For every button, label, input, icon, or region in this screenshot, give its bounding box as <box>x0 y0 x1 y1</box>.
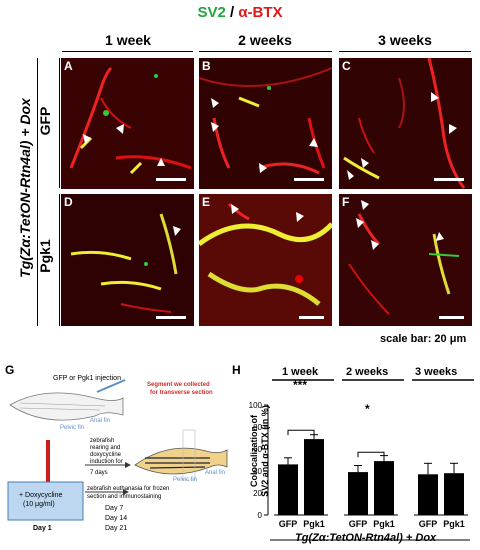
x-tick-label-Pgk1-1: Pgk1 <box>373 519 395 529</box>
euthanasia-line-2: section and immunostaining <box>87 494 162 500</box>
panel-g-letter: G <box>5 363 15 377</box>
panel-d: D <box>61 194 194 326</box>
bar-GFP-0 <box>278 464 298 515</box>
bar-Pgk1-2 <box>444 473 464 515</box>
significance-bracket-2weeks <box>357 451 385 458</box>
significance-bracket-1week <box>287 429 315 436</box>
panel-c-scale <box>434 178 464 181</box>
bar-GFP-1 <box>348 472 368 515</box>
panel-c-image <box>339 58 472 189</box>
panel-c: C <box>339 58 472 189</box>
y-tick-label-80: 80 <box>253 423 262 432</box>
row-line-pgk1 <box>59 194 60 326</box>
segment-label-2: for transverse section <box>150 390 213 396</box>
panel-b-image <box>199 58 332 189</box>
panel-a-scale <box>156 178 186 181</box>
row-label-gfp: GFP <box>37 106 53 136</box>
panel-b-scale <box>294 178 324 181</box>
day7-label: Day 7 <box>105 505 124 512</box>
panel-e-image <box>199 194 332 326</box>
panel-d-letter: D <box>64 195 73 209</box>
row-line-gfp <box>59 58 60 188</box>
title-separator: / <box>225 4 239 21</box>
col-underline-2 <box>199 51 332 52</box>
dox-line-1: + Doxycycline <box>19 492 63 499</box>
anal-fin-label-2: Anal fin <box>205 470 226 476</box>
rearing-line-2: rearing and <box>90 445 121 451</box>
group-label-3weeks: 3 weeks <box>415 366 458 378</box>
btx-label: α-BTX <box>238 4 283 21</box>
panel-f-image <box>339 194 472 326</box>
y-tick-label-40: 40 <box>253 467 262 476</box>
group-label-2weeks: 2 weeks <box>346 366 389 378</box>
panel-f-letter: F <box>342 195 350 209</box>
col-header-1week: 1 week <box>105 32 151 48</box>
row-label-pgk1: Pgk1 <box>37 239 53 273</box>
panel-b: B <box>199 58 332 189</box>
pelvic-fin-label-2: Pelvic fin <box>173 477 198 483</box>
y-tick-label-60: 60 <box>253 445 262 454</box>
x-tick-label-Pgk1-2: Pgk1 <box>443 519 465 529</box>
rearing-line-5: 7 days <box>90 470 108 476</box>
group-label-1week: 1 week <box>282 366 319 378</box>
col-header-2weeks: 2 weeks <box>238 32 292 48</box>
panel-e: E <box>199 194 332 326</box>
row-group-label: Tg(Zα:TetON-Rtn4al) + Dox <box>17 98 33 278</box>
y-tick-label-0: 0 <box>258 511 263 520</box>
panel-d-image <box>61 194 194 326</box>
chart-xlabel: Tg(Zα:TetON-Rtn4al) + Dox <box>295 532 437 544</box>
bar-GFP-2 <box>418 474 438 515</box>
segment-label-1: Segment we collected <box>147 382 210 388</box>
bar-chart: 0 20 40 60 80 100 GFP Pgk1 GFP Pgk1 GFP Pgk1 <box>249 379 474 541</box>
panel-f: F <box>339 194 472 326</box>
bar-Pgk1-0 <box>304 439 324 515</box>
day14-label: Day 14 <box>105 515 128 522</box>
row-group-line <box>37 58 38 326</box>
col-underline-3 <box>339 51 471 52</box>
schematic: GFP or Pgk1 injection Anal fin Pelvic fi… <box>5 370 230 545</box>
anal-fin-label: Anal fin <box>90 418 111 424</box>
figure-title: SV2 / α-BTX <box>0 4 480 21</box>
panel-e-letter: E <box>202 195 211 209</box>
dox-line-2: (10 μg/ml) <box>23 501 55 508</box>
y-tick-label-100: 100 <box>249 401 263 410</box>
panel-d-scale <box>156 316 186 319</box>
day1-label: Day 1 <box>33 525 52 532</box>
rearing-line-1: zebrafish <box>90 438 115 444</box>
rearing-line-4: induction for <box>90 459 123 465</box>
euthanasia-line-1: zebrafish euthanasia for frozen <box>87 486 170 492</box>
x-tick-label-Pgk1-0: Pgk1 <box>303 519 325 529</box>
schematic-drawing <box>7 379 228 521</box>
panel-f-scale <box>439 316 464 319</box>
col-header-3weeks: 3 weeks <box>378 32 432 48</box>
col-underline-1 <box>62 51 193 52</box>
x-tick-label-GFP-2: GFP <box>419 519 438 529</box>
scale-bar-label: scale bar: 20 μm <box>380 333 467 345</box>
panel-a: A <box>61 58 194 189</box>
y-tick-label-20: 20 <box>253 489 262 498</box>
day21-label: Day 21 <box>105 525 128 532</box>
panel-a-image <box>61 58 194 189</box>
sv2-label: SV2 <box>197 4 226 21</box>
panel-b-letter: B <box>202 59 211 73</box>
significance-1week: *** <box>293 378 308 392</box>
panel-a-letter: A <box>64 59 73 73</box>
panel-e-scale <box>299 316 324 319</box>
x-tick-label-GFP-0: GFP <box>279 519 298 529</box>
significance-2weeks: * <box>365 402 370 416</box>
panel-c-letter: C <box>342 59 351 73</box>
injection-label: GFP or Pgk1 injection <box>53 375 121 382</box>
pelvic-fin-label: Pelvic fin <box>60 425 85 431</box>
bar-Pgk1-1 <box>374 461 394 515</box>
x-tick-label-GFP-1: GFP <box>349 519 368 529</box>
rearing-line-3: doxycycline <box>90 452 122 458</box>
panel-h-letter: H <box>232 363 241 377</box>
